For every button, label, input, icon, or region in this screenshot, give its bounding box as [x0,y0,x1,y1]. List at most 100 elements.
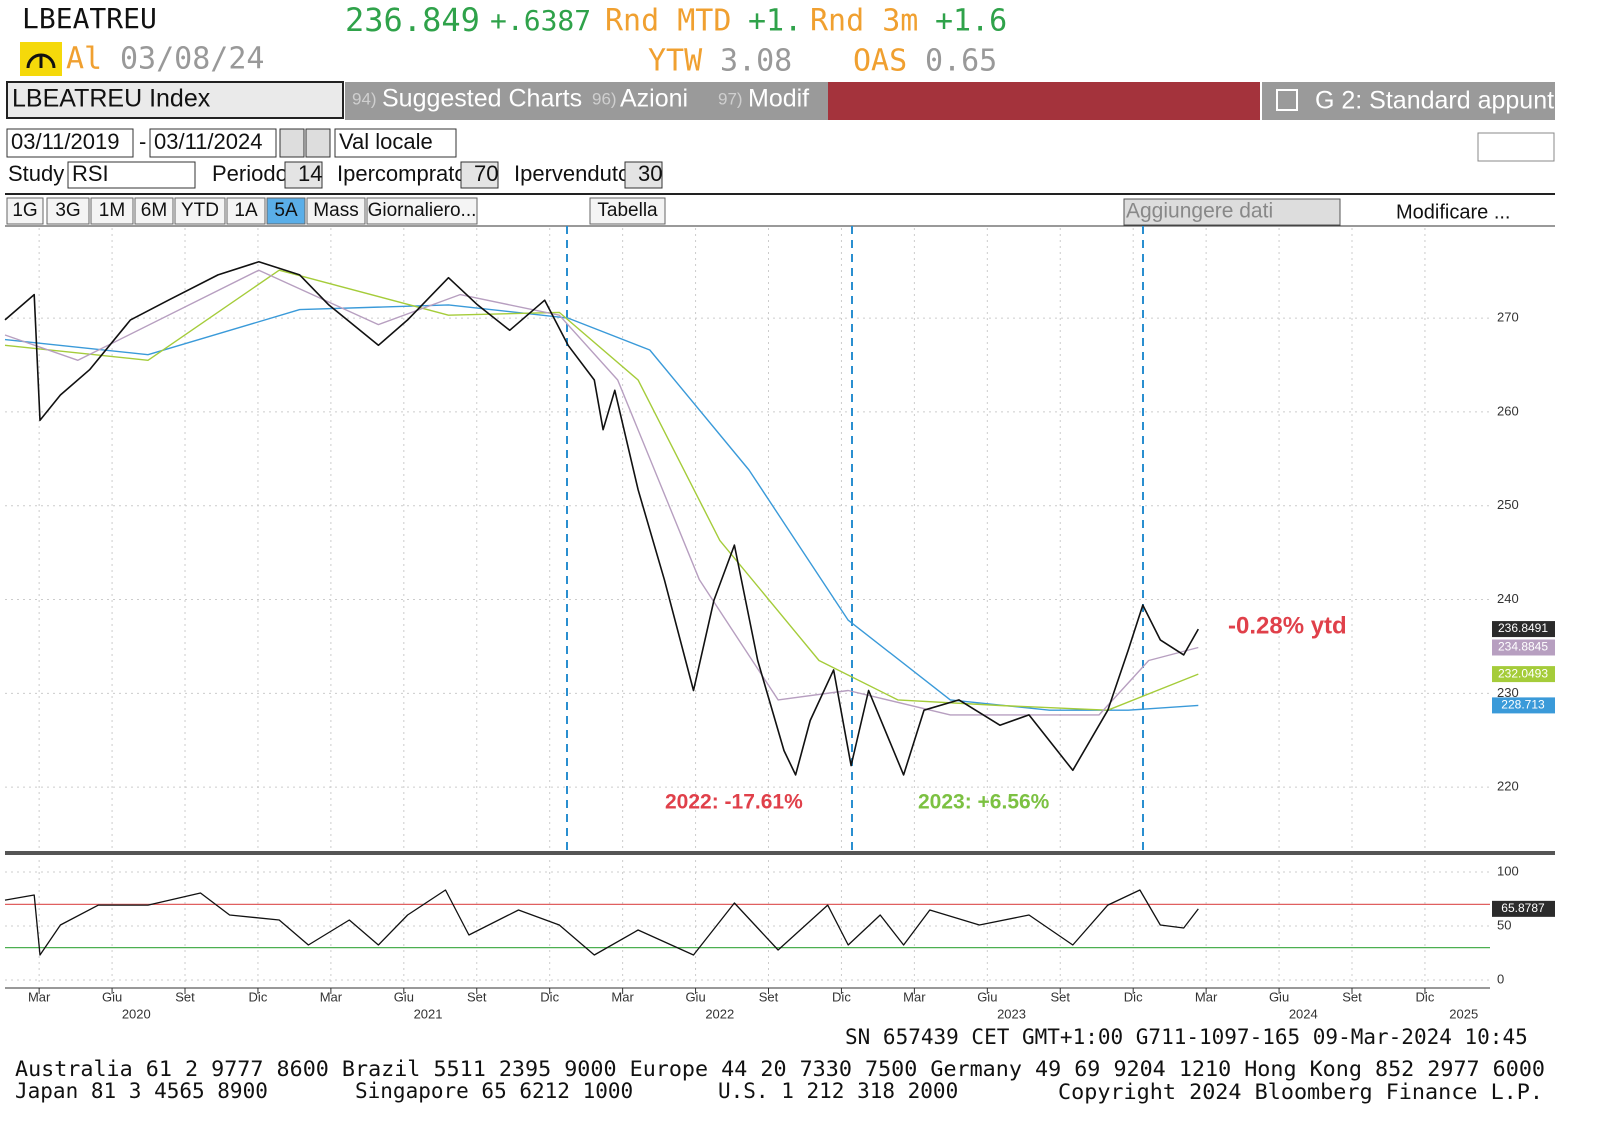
x-tick-label: Dic [832,989,851,1004]
y-tick-label: 270 [1497,310,1519,325]
contacts: Japan 81 3 4565 8900 [15,1079,268,1103]
ytw-value: 3.08 [720,44,792,79]
edit[interactable]: Modificare ... [1396,201,1510,223]
x-tick-label: Dic [249,989,268,1004]
oas-label: OAS [853,44,907,79]
x-year-label: 2022 [705,1006,734,1021]
period-label: Periodo [212,161,288,186]
x-tick-label: Giu [685,989,705,1004]
menu-num: 96) [592,89,617,108]
range-button-label: Tabella [597,200,658,221]
overbought-box[interactable] [460,161,499,189]
range-button[interactable] [6,197,44,225]
menu-item[interactable]: Modif [748,85,809,113]
x-tick-label: Giu [102,989,122,1004]
range-button[interactable] [266,197,306,225]
currency-box[interactable] [334,128,457,158]
range-button-label: 1G [12,200,37,221]
start-date-box[interactable] [6,128,134,158]
y-tick-label: 260 [1497,403,1519,418]
x-tick-label: Mar [320,989,343,1004]
range-button[interactable] [46,197,90,225]
menu-num: 94) [352,89,377,108]
undo-redo[interactable] [1477,132,1555,162]
oversold-label: Ipervenduto [514,161,630,186]
range-button[interactable] [366,197,478,225]
end-date-box[interactable] [149,128,277,158]
oversold-box[interactable] [624,161,663,189]
study-label: Study [8,161,64,186]
menu-bar [345,82,828,120]
x-tick-label: Dic [540,989,559,1004]
copyright: Copyright 2024 Bloomberg Finance L.P. [1058,1080,1543,1104]
x-year-label: 2020 [122,1006,151,1021]
study-box[interactable] [67,161,196,189]
x-tick-label: Giu [1269,989,1289,1004]
range-button-label: 1A [234,200,258,221]
range-button[interactable] [589,197,666,225]
prev-button[interactable] [279,128,305,158]
x-year-label: 2021 [414,1006,443,1021]
overbought-label: Ipercomprato [337,161,467,186]
annotation: 2023: +6.56% [918,791,1050,814]
plot: 228.713 232.0493 234.8845 236.8491 65.8787 20… [4,261,1555,956]
status-bar [828,82,1260,120]
range-button[interactable] [90,197,134,225]
value-badge-label: 234.8845 [1498,640,1548,654]
x-tick-label: Set [467,989,487,1004]
period-box[interactable] [284,161,323,189]
range-button-label: 5A [274,200,298,221]
y-tick-label: 230 [1497,685,1519,700]
r3m-value: +1.6 [935,4,1007,39]
x-year-label: 2024 [1289,1006,1318,1021]
range-button-label: 3G [55,200,80,221]
annotation: 2022: -17.61% [665,791,803,814]
range-button[interactable] [134,197,174,225]
menu-item[interactable]: Suggested Charts [382,85,582,113]
period: 14 [298,161,322,186]
range-sep: - [139,129,146,154]
y-tick-label: 0 [1497,971,1504,986]
x-tick-label: Set [1050,989,1070,1004]
y-tick-label: 100 [1497,863,1519,878]
price: 236.849 [345,1,480,39]
add-data-box[interactable] [1123,198,1341,226]
range-button-label: Mass [313,200,358,221]
y-tick-label: 50 [1497,917,1511,932]
range-button[interactable] [306,197,366,225]
layout-name[interactable]: G 2: Standard appunti [1315,87,1560,115]
study-name: RSI [72,161,109,186]
value-badge-label: 65.8787 [1501,901,1545,915]
range-button-label: YTD [181,200,219,221]
oversold: 30 [638,161,662,186]
change: +.6387 [490,4,591,37]
x-tick-label: Mar [28,989,51,1004]
menu-item[interactable]: Azioni [620,85,688,113]
y-tick-label: 250 [1497,497,1519,512]
value-badge [1492,697,1555,714]
next-button[interactable] [305,128,331,158]
series-line [4,261,1199,776]
popout-icon[interactable] [1276,89,1298,111]
x-tick-label: Set [1342,989,1362,1004]
range-button[interactable] [174,197,226,225]
y-tick-label: 220 [1497,779,1519,794]
y-tick-label: 240 [1497,591,1519,606]
ytw-label: YTW [648,44,703,79]
x-tick-label: Set [175,989,195,1004]
currency: Val locale [339,129,433,154]
range-button[interactable] [226,197,266,225]
contacts: U.S. 1 212 318 2000 [718,1079,958,1103]
range-button-label: Giornaliero... [368,200,477,221]
x-year-label: 2023 [997,1006,1026,1021]
session-info: SN 657439 CET GMT+1:00 G711-1097-165 09-… [845,1025,1528,1049]
security: LBEATREU Index [12,85,211,113]
annotation: -0.28% ytd [1228,612,1347,639]
button-row: 1G 3G 1M 6M YTD 1A 5A Mass Giornaliero... Tabella [6,197,666,225]
start-date: 03/11/2019 [11,129,119,154]
series-line [4,889,1199,956]
value-badge-label: 236.8491 [1498,621,1548,635]
value-badge-label: 232.0493 [1498,666,1548,680]
x-tick-label: Mar [903,989,926,1004]
security-box[interactable] [6,81,344,119]
